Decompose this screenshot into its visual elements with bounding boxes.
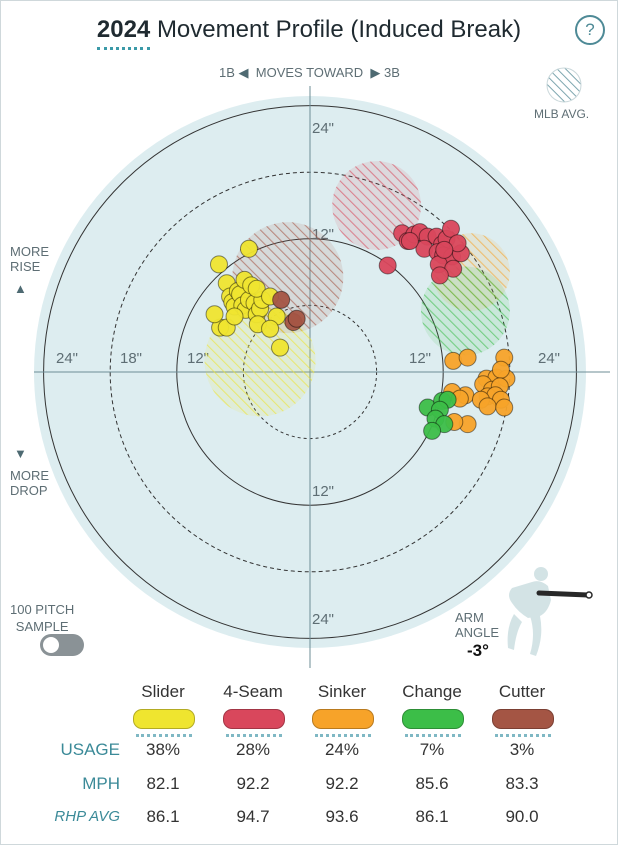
pitch-point-sinker[interactable]	[458, 348, 477, 367]
pitch-point-slider[interactable]	[271, 338, 290, 357]
rhp-avg-value: 93.6	[325, 807, 359, 826]
direction-right-label: 3B	[384, 65, 400, 80]
mlb-avg-icon	[546, 67, 582, 103]
pitch-point-slider[interactable]	[239, 239, 258, 258]
mlb-avg-hatch	[421, 266, 510, 356]
pitch-point-sinker[interactable]	[491, 360, 510, 379]
pill-cutter[interactable]	[492, 709, 554, 737]
ring-label: 24"	[312, 120, 334, 137]
usage-value: 24%	[324, 740, 360, 759]
pitch-point-sinker[interactable]	[495, 398, 514, 417]
mph-value: 92.2	[236, 774, 270, 793]
mph-value: 82.1	[146, 774, 180, 793]
ring-label: 18"	[120, 350, 142, 367]
ring-label: 24"	[56, 350, 78, 367]
mph-label: MPH	[82, 774, 120, 793]
pitcher-figure	[507, 567, 593, 656]
pill-slider[interactable]	[133, 709, 195, 737]
pitch-points	[205, 219, 516, 440]
arrow-down-icon: ▼	[14, 446, 27, 461]
ring-label: 12"	[409, 350, 431, 367]
sample-toggle[interactable]	[40, 634, 84, 656]
pitch-point-change[interactable]	[423, 421, 442, 440]
more-drop-label: MORE DROP	[10, 468, 49, 498]
pitch-point-slider[interactable]	[261, 319, 280, 338]
pitch-point-4seam[interactable]	[378, 256, 397, 275]
usage-label: USAGE	[60, 740, 120, 759]
pitch-point-4seam[interactable]	[441, 219, 460, 238]
arm-angle-value: -3°	[467, 641, 489, 660]
help-icon[interactable]: ?	[575, 15, 605, 45]
rhp-avg-value: 86.1	[415, 807, 449, 826]
pitch-point-slider[interactable]	[247, 279, 266, 298]
pitch-point-sinker[interactable]	[478, 397, 497, 416]
usage-value: 7%	[419, 740, 445, 759]
pitch-point-4seam[interactable]	[430, 266, 449, 285]
pitch-point-cutter[interactable]	[272, 290, 291, 309]
title-text: Movement Profile (Induced Break)	[156, 16, 522, 43]
rhp-avg-value: 94.7	[236, 807, 270, 826]
pitch-point-4seam[interactable]	[435, 240, 454, 259]
arm-angle-line	[536, 590, 591, 598]
rhp-avg-value: 86.1	[146, 807, 180, 826]
arrow-left-icon: ◀	[238, 65, 249, 80]
direction-mid-label: MOVES TOWARD	[255, 65, 364, 80]
pitch-point-cutter[interactable]	[287, 309, 306, 328]
ring-labels: 12"24"18" 12"24" 24"12"12"24"	[56, 120, 560, 628]
pitch-name-sinker: Sinker	[317, 682, 367, 701]
pitch-point-slider[interactable]	[205, 305, 224, 324]
direction-left-label: 1B	[219, 65, 235, 80]
pitch-legend: Slider 4-Seam Sinker Change Cutter USAGE…	[0, 675, 618, 835]
more-rise-label: MORE RISE	[10, 244, 49, 274]
pill-change[interactable]	[402, 709, 464, 737]
mph-value: 85.6	[415, 774, 449, 793]
pitch-name-change: Change	[402, 682, 462, 701]
usage-value: 28%	[235, 740, 271, 759]
pitch-name-cutter: Cutter	[498, 682, 546, 701]
year-selector[interactable]: 2024	[96, 16, 151, 43]
pitch-point-4seam[interactable]	[400, 232, 419, 251]
page-title: 2024 Movement Profile (Induced Break)	[0, 16, 618, 44]
rhp-avg-label: RHP AVG	[54, 808, 120, 825]
toggle-knob	[43, 637, 59, 653]
pill-4seam[interactable]	[223, 709, 285, 737]
pitch-point-slider[interactable]	[225, 307, 244, 326]
rhp-avg-value: 90.0	[505, 807, 539, 826]
usage-value: 38%	[145, 740, 181, 759]
direction-indicator: 1B ◀ MOVES TOWARD ▶ 3B	[219, 65, 400, 81]
sample-label: 100 PITCH SAMPLE	[10, 602, 75, 634]
arrow-up-icon: ▲	[14, 281, 27, 296]
ring-label: 24"	[312, 611, 334, 628]
pitch-name-slider: Slider	[141, 682, 185, 701]
pitch-name-4seam: 4-Seam	[223, 682, 283, 701]
movement-chart: 12"24"18" 12"24" 24"12"12"24"	[34, 86, 610, 668]
pitch-point-slider[interactable]	[209, 255, 228, 274]
usage-value: 3%	[509, 740, 535, 759]
arm-angle-label: ARM ANGLE	[455, 610, 500, 640]
ring-label: 12"	[187, 350, 209, 367]
ring-label: 12"	[312, 483, 334, 500]
mlb-avg-label: MLB AVG.	[534, 107, 590, 121]
arrow-right-icon: ▶	[370, 65, 381, 80]
release-point-icon	[585, 591, 593, 599]
mph-value: 92.2	[325, 774, 359, 793]
ring-label: 24"	[538, 350, 560, 367]
mph-value: 83.3	[505, 774, 539, 793]
pill-sinker[interactable]	[312, 709, 374, 737]
